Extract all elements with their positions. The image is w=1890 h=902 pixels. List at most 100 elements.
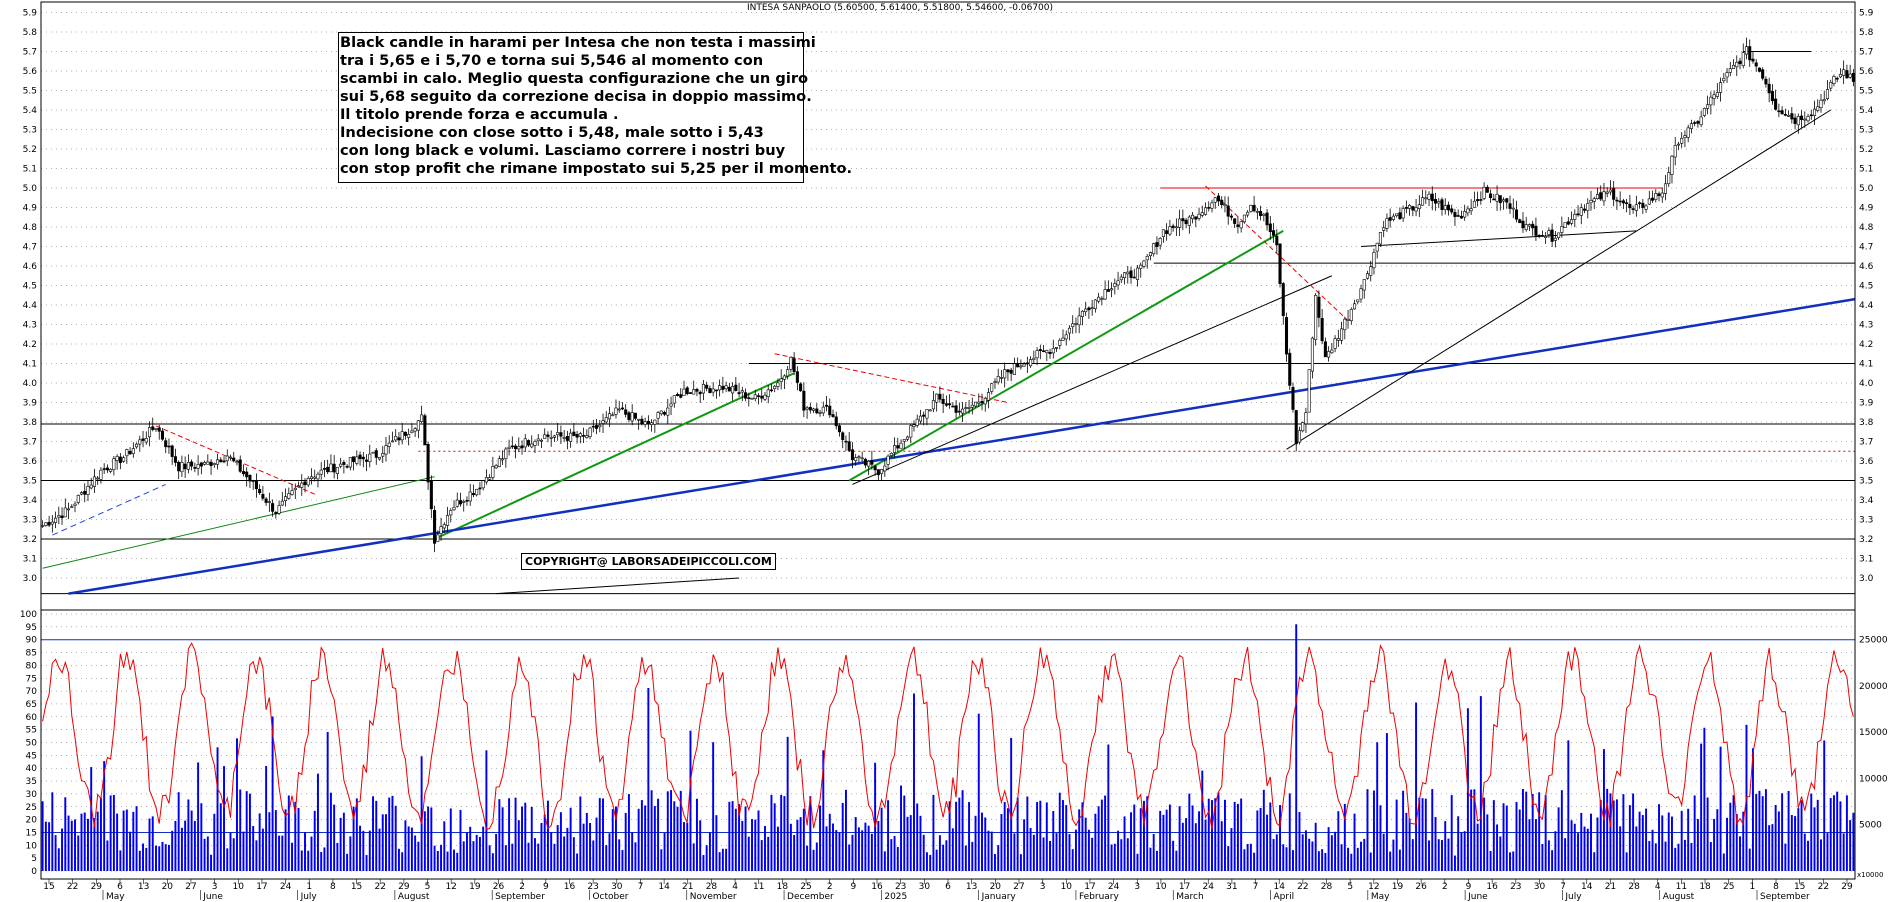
- volume-bar: [1191, 805, 1194, 871]
- volume-bar: [268, 812, 271, 871]
- candle-body: [306, 478, 310, 486]
- candle-body: [1780, 110, 1784, 115]
- candle-body: [624, 409, 628, 415]
- candle-body: [458, 500, 463, 505]
- volume-bar: [1826, 833, 1829, 871]
- price-tick-right: 5.0: [1859, 184, 1874, 194]
- volume-bar: [1062, 800, 1064, 871]
- volume-bar: [569, 807, 572, 871]
- candle-body: [501, 458, 505, 461]
- candle-body: [828, 405, 832, 416]
- candle-body: [1498, 195, 1502, 204]
- blue-dashed-trend: [52, 483, 166, 536]
- price-tick-left: 5.0: [23, 184, 38, 194]
- candle-body: [769, 389, 773, 392]
- volume-bar: [880, 807, 883, 871]
- volume-bar: [1324, 852, 1327, 871]
- candle-body: [147, 427, 152, 438]
- candle-body: [1689, 123, 1693, 129]
- day-label: 9: [543, 882, 549, 892]
- price-tick-right: 3.6: [1859, 457, 1874, 467]
- candle-body: [1647, 198, 1651, 205]
- volume-bar: [1842, 833, 1845, 871]
- volume-tick-right: 10000: [1859, 774, 1888, 784]
- volume-bar: [326, 731, 329, 871]
- candle-body: [1333, 338, 1337, 349]
- volume-bar: [93, 818, 96, 871]
- volume-bar: [316, 773, 319, 871]
- volume-bar: [372, 796, 374, 871]
- price-tick-left: 3.5: [23, 477, 37, 487]
- price-tick-left: 4.3: [23, 321, 37, 331]
- candle-body: [1605, 191, 1609, 194]
- volume-bar: [381, 814, 384, 871]
- candle-body: [1019, 365, 1023, 368]
- price-tick-right: 5.4: [1859, 106, 1874, 116]
- volume-bar: [793, 834, 796, 871]
- volume-bar: [184, 820, 187, 871]
- candle-body: [640, 418, 644, 424]
- volume-bar: [1298, 812, 1301, 871]
- candle-body: [368, 453, 372, 463]
- candle-body: [177, 461, 181, 472]
- candle-body: [365, 459, 369, 462]
- volume-bar: [582, 823, 585, 871]
- day-label: 27: [1013, 882, 1024, 892]
- candle-body: [841, 432, 845, 440]
- candle-body: [805, 407, 809, 410]
- candle-body: [1048, 351, 1052, 355]
- candle-body: [164, 440, 168, 448]
- candle-body: [1375, 242, 1379, 252]
- volume-tick-left: 20: [26, 816, 38, 826]
- candle-body: [799, 383, 803, 392]
- volume-bar: [1729, 802, 1732, 871]
- volume-unit-label: x10000: [1857, 871, 1883, 879]
- day-label: 22: [1818, 882, 1829, 892]
- candle-body: [1446, 204, 1451, 211]
- candle-body: [167, 445, 171, 448]
- day-label: 19: [469, 882, 481, 892]
- candle-body: [688, 392, 693, 394]
- candle-body: [1485, 186, 1489, 193]
- candle-body: [1320, 318, 1324, 342]
- price-tick-right: 5.9: [1859, 9, 1874, 19]
- candle-body: [1728, 68, 1732, 73]
- price-tick-left: 4.1: [23, 360, 37, 370]
- volume-bar: [200, 803, 203, 871]
- volume-bar: [1372, 790, 1375, 871]
- volume-bar: [1233, 801, 1236, 871]
- volume-bar: [459, 809, 462, 871]
- day-label: 3: [1134, 882, 1140, 892]
- candle-body: [1680, 138, 1684, 144]
- price-tick-left: 5.3: [23, 126, 37, 136]
- volume-bar: [313, 810, 316, 871]
- volume-bar: [1528, 819, 1531, 871]
- candle-body: [1126, 271, 1130, 275]
- candle-body: [426, 443, 430, 483]
- candle-body: [1216, 195, 1221, 202]
- day-label: 18: [777, 882, 789, 892]
- candle-body: [1012, 363, 1016, 376]
- candle-body: [1829, 82, 1833, 89]
- candle-body: [1832, 76, 1836, 84]
- volume-bar: [1667, 812, 1670, 871]
- candle-body: [1174, 226, 1178, 229]
- candle-body: [533, 441, 537, 446]
- candle-body: [1378, 232, 1382, 245]
- candle-body: [941, 398, 945, 404]
- volume-bar: [1648, 841, 1651, 871]
- volume-bar: [465, 832, 468, 871]
- candle-body: [471, 493, 475, 496]
- candle-body: [1770, 91, 1774, 102]
- candle-body: [721, 385, 725, 390]
- volume-bar: [135, 806, 138, 871]
- volume-bar: [1146, 796, 1149, 871]
- candle-body: [1051, 347, 1055, 354]
- candle-body: [491, 466, 495, 478]
- candle-body: [1845, 70, 1849, 79]
- volume-bar: [1845, 795, 1848, 871]
- candle-body: [711, 388, 715, 393]
- candle-body: [818, 412, 822, 414]
- volume-bar: [258, 813, 261, 871]
- candle-body: [974, 401, 978, 407]
